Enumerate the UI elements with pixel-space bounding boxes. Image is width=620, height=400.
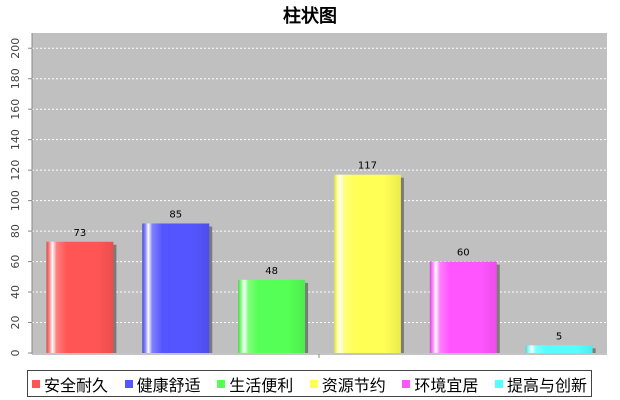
y-tick-label: 0 <box>9 350 22 357</box>
y-tick-label: 20 <box>9 316 22 330</box>
y-tick-label: 40 <box>9 285 22 299</box>
data-label: 117 <box>358 161 377 172</box>
data-label: 73 <box>74 228 87 239</box>
y-tick-label: 180 <box>9 68 22 89</box>
plot-area <box>32 33 607 353</box>
legend-swatch <box>124 379 133 388</box>
chart-title: 柱状图 <box>283 6 337 27</box>
legend-item: 提高与创新 <box>494 372 587 396</box>
legend-label: 生活便利 <box>229 375 294 395</box>
y-tick-label: 120 <box>9 160 22 181</box>
data-label: 85 <box>169 209 182 220</box>
y-tick-label: 200 <box>9 38 22 59</box>
legend-swatch <box>217 379 226 388</box>
y-tick-label: 140 <box>9 129 22 150</box>
legend: 安全耐久 健康舒适 生活便利 资源节约 环境宜居 提高与创新 <box>27 370 592 397</box>
bar <box>142 223 210 353</box>
legend-label: 健康舒适 <box>136 375 201 395</box>
legend-item: 生活便利 <box>217 372 293 396</box>
legend-label: 提高与创新 <box>506 375 587 395</box>
legend-item: 资源节约 <box>309 372 386 396</box>
legend-item: 环境宜居 <box>402 372 478 396</box>
legend-item: 健康舒适 <box>124 372 201 396</box>
bar <box>429 261 497 353</box>
legend-item: 安全耐久 <box>32 372 108 396</box>
data-label: 60 <box>457 248 470 259</box>
y-tick-label: 60 <box>9 255 22 269</box>
bar <box>238 279 306 353</box>
y-tick-label: 100 <box>9 190 22 211</box>
bar <box>333 174 401 353</box>
legend-swatch <box>402 379 411 388</box>
legend-label: 安全耐久 <box>44 375 109 395</box>
legend-label: 环境宜居 <box>414 375 479 395</box>
data-label: 5 <box>556 331 562 342</box>
bar <box>525 345 593 353</box>
bar <box>46 241 114 353</box>
legend-swatch <box>494 379 503 388</box>
y-tick-label: 160 <box>9 99 22 120</box>
y-tick-label: 80 <box>9 224 22 238</box>
data-label: 48 <box>265 266 278 277</box>
legend-swatch <box>309 379 318 388</box>
legend-swatch <box>32 379 40 388</box>
legend-label: 资源节约 <box>321 375 386 395</box>
